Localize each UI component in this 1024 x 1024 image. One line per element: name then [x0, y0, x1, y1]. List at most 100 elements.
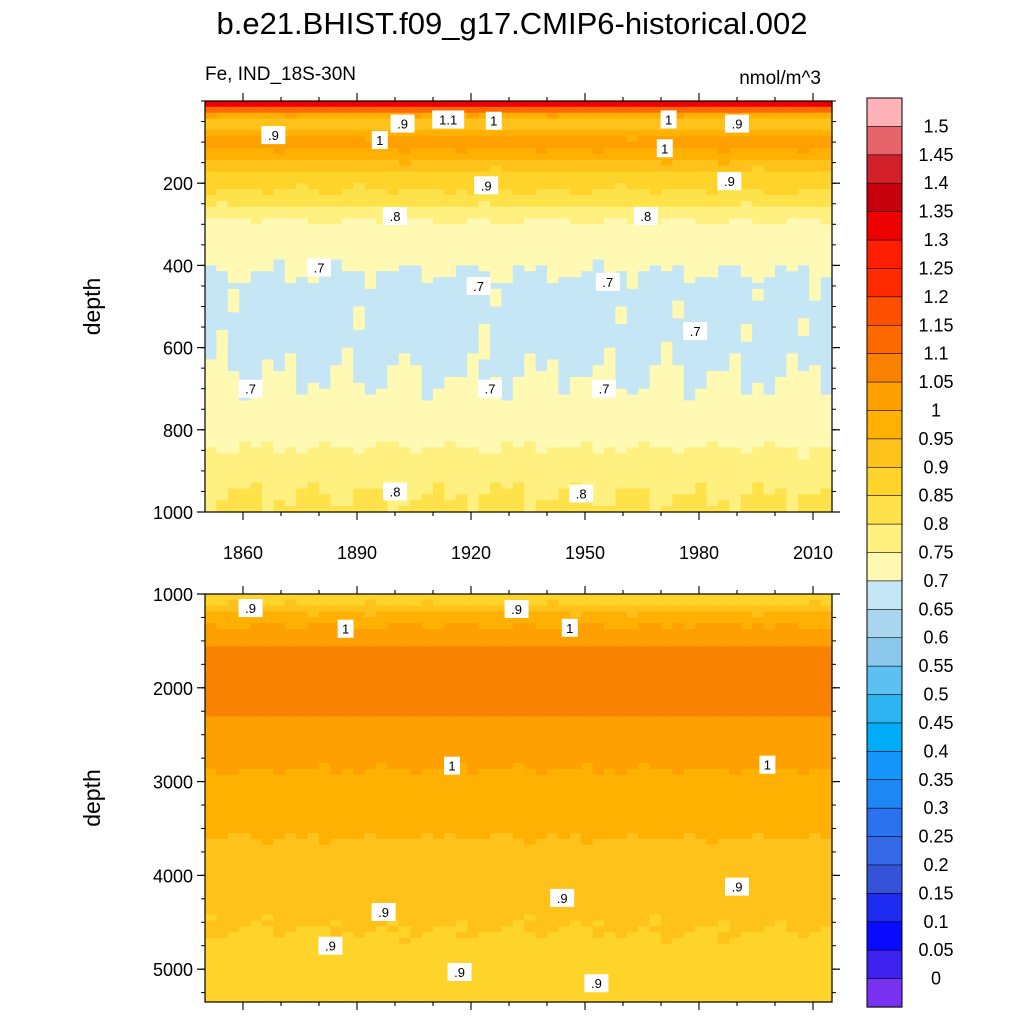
- heatmap-cell: [626, 306, 639, 313]
- heatmap-cell: [353, 218, 366, 225]
- heatmap-cell: [319, 611, 331, 618]
- heatmap-cell: [809, 136, 822, 143]
- heatmap-cell: [364, 623, 377, 630]
- heatmap-cell: [319, 435, 331, 443]
- heatmap-cell: [478, 623, 491, 630]
- heatmap-cell: [341, 388, 354, 396]
- heatmap-cell: [524, 482, 537, 490]
- heatmap-cell: [262, 382, 274, 390]
- heatmap-cell: [638, 634, 651, 642]
- heatmap-cell: [547, 465, 559, 472]
- heatmap-cell: [250, 394, 263, 402]
- heatmap-cell: [296, 465, 309, 472]
- heatmap-cell: [581, 341, 594, 349]
- heatmap-cell: [683, 241, 696, 249]
- heatmap-cell: [330, 669, 343, 677]
- heatmap-cell: [569, 159, 582, 167]
- heatmap-cell: [763, 693, 776, 700]
- heatmap-cell: [341, 165, 354, 173]
- heatmap-cell: [786, 605, 799, 613]
- heatmap-cell: [797, 259, 810, 266]
- heatmap-cell: [604, 329, 616, 337]
- heatmap-cell: [718, 506, 730, 513]
- heatmap-cell: [239, 271, 252, 278]
- heatmap-cell: [820, 288, 833, 296]
- heatmap-cell: [239, 347, 252, 355]
- heatmap-cell: [558, 447, 571, 454]
- heatmap-cell: [683, 394, 696, 402]
- heatmap-cell: [478, 306, 491, 313]
- heatmap-cell: [626, 101, 639, 108]
- heatmap-cell: [706, 476, 719, 484]
- heatmap-cell: [455, 271, 468, 278]
- heatmap-cell: [296, 447, 309, 454]
- heatmap-cell: [615, 500, 628, 507]
- heatmap-cell: [421, 453, 434, 460]
- heatmap-cell: [273, 646, 286, 653]
- heatmap-cell: [683, 341, 696, 349]
- heatmap-cell: [467, 236, 480, 243]
- heatmap-cell: [490, 441, 502, 449]
- heatmap-cell: [752, 183, 765, 190]
- heatmap-cell: [512, 318, 525, 325]
- heatmap-cell: [820, 476, 833, 484]
- heatmap-cell: [797, 335, 810, 343]
- heatmap-cell: [718, 247, 730, 255]
- heatmap-cell: [786, 488, 799, 495]
- heatmap-cell: [490, 365, 502, 372]
- heatmap-cell: [649, 253, 662, 261]
- heatmap-cell: [672, 165, 685, 173]
- heatmap-cell: [683, 623, 696, 630]
- heatmap-cell: [797, 453, 810, 460]
- heatmap-cell: [524, 617, 537, 624]
- heatmap-cell: [250, 218, 263, 225]
- heatmap-cell: [398, 406, 411, 413]
- heatmap-cell: [296, 628, 309, 636]
- heatmap-cell: [569, 259, 582, 266]
- heatmap-cell: [535, 165, 548, 173]
- heatmap-cell: [592, 453, 605, 460]
- heatmap-cell: [615, 347, 628, 355]
- heatmap-cell: [421, 447, 434, 454]
- heatmap-cell: [398, 177, 411, 184]
- heatmap-cell: [364, 488, 377, 495]
- heatmap-cell: [615, 124, 628, 131]
- heatmap-cell: [387, 312, 400, 319]
- heatmap-cell: [775, 277, 787, 284]
- heatmap-cell: [649, 599, 662, 607]
- heatmap-cell: [558, 605, 571, 613]
- heatmap-cell: [797, 171, 810, 178]
- heatmap-cell: [341, 459, 354, 466]
- heatmap-cell: [535, 640, 548, 648]
- heatmap-cell: [307, 652, 320, 659]
- heatmap-cell: [626, 388, 639, 396]
- heatmap-cell: [364, 177, 377, 184]
- heatmap-cell: [296, 106, 309, 114]
- heatmap-cell: [227, 277, 240, 284]
- heatmap-cell: [626, 347, 639, 355]
- heatmap-cell: [319, 147, 331, 155]
- heatmap-cell: [535, 394, 548, 402]
- heatmap-cell: [775, 153, 787, 161]
- heatmap-cell: [455, 669, 468, 677]
- heatmap-cell: [604, 482, 616, 490]
- heatmap-cell: [353, 669, 366, 677]
- heatmap-cell: [820, 206, 833, 214]
- heatmap-cell: [307, 136, 320, 143]
- heatmap-cell: [547, 687, 559, 694]
- heatmap-cell: [455, 687, 468, 694]
- heatmap-cell: [604, 476, 616, 484]
- heatmap-cell: [341, 118, 354, 126]
- heatmap-cell: [535, 353, 548, 360]
- heatmap-cell: [307, 605, 320, 613]
- heatmap-cell: [638, 488, 651, 495]
- heatmap-cell: [216, 241, 229, 249]
- heatmap-cell: [319, 594, 331, 601]
- heatmap-cell: [467, 623, 480, 630]
- heatmap-cell: [353, 658, 366, 665]
- heatmap-cell: [797, 230, 810, 237]
- heatmap-cell: [467, 294, 480, 302]
- heatmap-cell: [604, 628, 616, 636]
- heatmap-cell: [467, 634, 480, 642]
- heatmap-cell: [455, 194, 468, 202]
